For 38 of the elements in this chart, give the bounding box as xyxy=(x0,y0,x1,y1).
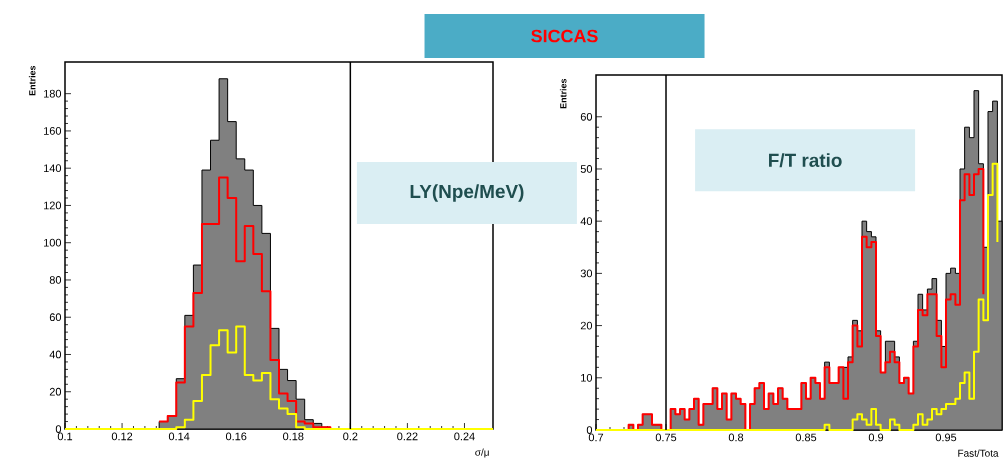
y-tick-label: 40 xyxy=(49,350,62,359)
x-tick-label: 0.24 xyxy=(454,432,475,441)
y-tick-label: 30 xyxy=(580,269,593,278)
x-tick-label: 0.16 xyxy=(225,432,247,441)
y-axis-title: Entries xyxy=(28,65,36,96)
x-axis-title: σ/μ xyxy=(475,448,489,458)
y-tick-label: 40 xyxy=(580,217,593,226)
x-tick-label: 0.8 xyxy=(728,433,744,442)
x-tick-label: 0.75 xyxy=(655,433,677,442)
y-tick-label: 160 xyxy=(44,127,62,135)
y-tick-label: 0 xyxy=(55,425,62,433)
x-tick-label: 0.1 xyxy=(57,432,73,441)
x-tick-label: 0.22 xyxy=(397,432,418,441)
y-tick-label: 140 xyxy=(44,164,62,173)
y-tick-label: 120 xyxy=(44,201,62,210)
y-tick-label: 50 xyxy=(580,165,593,173)
y-tick-label: 60 xyxy=(580,112,593,121)
y-tick-label: 100 xyxy=(44,238,62,247)
y-tick-label: 60 xyxy=(49,313,62,322)
y-tick-label: 80 xyxy=(49,276,62,284)
x-tick-label: 0.7 xyxy=(588,433,604,442)
y-axis-title: Entries xyxy=(559,78,567,109)
text: SICCAS xyxy=(531,29,598,43)
y-tick-label: 20 xyxy=(49,387,62,396)
y-tick-label: 20 xyxy=(580,321,593,330)
x-tick-label: 0.12 xyxy=(111,432,133,441)
text: F/T ratio xyxy=(769,153,842,168)
y-tick-label: 0 xyxy=(586,426,593,434)
y-tick-label: 180 xyxy=(44,89,62,98)
x-tick-label: 0.2 xyxy=(343,432,358,441)
y-tick-label: 10 xyxy=(581,373,593,382)
x-tick-label: 0.18 xyxy=(283,432,304,441)
text: LY(Npe/MeV) xyxy=(410,184,524,202)
x-tick-label: 0.85 xyxy=(795,433,817,442)
x-tick-label: 0.95 xyxy=(935,433,957,442)
x-tick-label: 0.9 xyxy=(868,433,884,442)
x-axis-title: Fast/Tota xyxy=(958,449,999,457)
x-tick-label: 0.14 xyxy=(168,432,190,441)
